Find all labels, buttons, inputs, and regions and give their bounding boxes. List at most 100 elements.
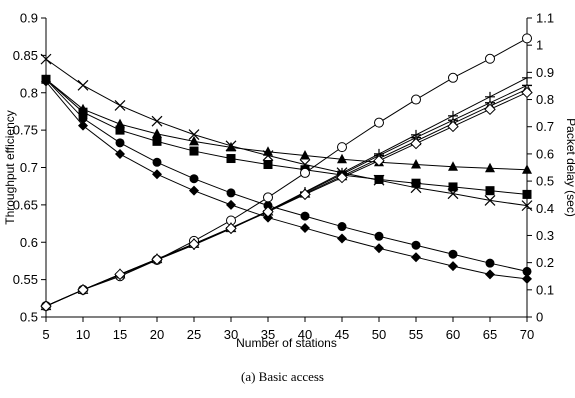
left-y-tick-label: 0.7 [20, 160, 38, 175]
open-circle-marker [263, 192, 273, 203]
filled-square-marker [448, 182, 458, 192]
filled-diamond-marker [522, 273, 532, 284]
open-circle-marker [411, 94, 421, 105]
filled-diamond-marker [374, 243, 384, 254]
right-y-tick-label: 0.7 [536, 119, 554, 134]
series-line-open-diamond [45, 92, 528, 307]
chart-markers [40, 33, 533, 312]
right-y-tick-label: 0.3 [536, 228, 554, 243]
filled-triangle-marker [300, 150, 310, 160]
right-y-tick-label: 0.4 [536, 201, 554, 216]
series-line-filled-circle [45, 78, 528, 272]
filled-triangle-marker [263, 146, 273, 156]
open-diamond-marker [373, 154, 385, 167]
right-y-tick-label: 0.1 [536, 282, 554, 297]
right-y-tick-label: 0.9 [536, 65, 554, 80]
right-y-tick-label: 1.1 [536, 11, 554, 26]
filled-circle-marker [374, 231, 384, 241]
filled-circle-marker [226, 188, 236, 198]
x-marker [77, 79, 89, 91]
x-marker [521, 200, 533, 212]
filled-square-marker [485, 186, 495, 196]
x-tick-label: 25 [187, 327, 201, 342]
figure-caption: (a) Basic access [241, 369, 324, 384]
open-diamond-marker [410, 137, 422, 150]
filled-diamond-marker [115, 149, 125, 160]
plus-marker [522, 72, 532, 83]
filled-square-marker [78, 107, 88, 117]
x-tick-label: 45 [335, 327, 349, 342]
filled-triangle-marker [448, 161, 458, 171]
filled-diamond-marker [189, 185, 199, 196]
chart-axes: 5 10 15 20 25 30 35 40 45 50 55 60 65 700.50.550.60.6… [13, 11, 554, 343]
open-diamond-marker [77, 284, 89, 296]
series-line-open-circle [45, 37, 528, 307]
filled-diamond-marker [411, 252, 421, 263]
x-tick-label: 20 [150, 327, 164, 342]
x-tick-label: 35 [261, 327, 275, 342]
left-y-tick-label: 0.65 [13, 197, 38, 212]
filled-square-marker [226, 154, 236, 164]
filled-diamond-marker [485, 269, 495, 280]
filled-circle-marker [115, 138, 125, 148]
filled-circle-marker [485, 258, 495, 268]
filled-circle-marker [78, 113, 88, 123]
filled-circle-marker [522, 266, 532, 276]
open-circle-marker [337, 142, 347, 153]
filled-diamond-marker [226, 199, 236, 210]
right-y-axis-label: Packet delay (sec) [564, 118, 575, 217]
filled-square-marker [189, 146, 199, 156]
right-y-tick-label: 1 [536, 38, 543, 53]
filled-square-marker [522, 189, 532, 199]
x-tick-label: 60 [446, 327, 460, 342]
filled-square-marker [263, 160, 273, 170]
open-circle-marker [300, 167, 310, 178]
open-diamond-marker [521, 86, 533, 99]
filled-triangle-marker [226, 141, 236, 152]
left-y-tick-label: 0.85 [13, 48, 38, 63]
filled-triangle-marker [152, 128, 162, 138]
filled-circle-marker [448, 249, 458, 259]
left-y-axis-label: Throughput efficiency [3, 110, 17, 225]
x-marker [188, 129, 200, 141]
filled-triangle-marker [485, 162, 495, 173]
open-diamond-marker [40, 300, 52, 312]
x-marker [151, 115, 163, 127]
open-diamond-marker [225, 222, 237, 235]
open-diamond-marker [336, 171, 348, 184]
right-y-tick-label: 0 [536, 310, 543, 325]
right-y-tick-label: 0.5 [536, 174, 554, 189]
filled-triangle-marker [189, 135, 199, 146]
x-marker [114, 100, 126, 111]
left-y-tick-label: 0.55 [13, 272, 38, 287]
left-y-tick-label: 0.5 [20, 310, 38, 325]
x-tick-label: 5 [42, 327, 49, 342]
series-line-filled-triangle [45, 78, 528, 171]
series-line-x [45, 58, 528, 207]
filled-diamond-marker [152, 169, 162, 180]
x-tick-label: 65 [483, 327, 497, 342]
open-diamond-marker [299, 188, 311, 201]
chart-series [45, 37, 528, 307]
open-diamond-marker [151, 253, 163, 266]
x-tick-label: 70 [520, 327, 534, 342]
filled-circle-marker [337, 222, 347, 232]
filled-diamond-marker [41, 76, 51, 87]
left-y-tick-label: 0.9 [20, 11, 38, 26]
x-tick-label: 55 [409, 327, 423, 342]
x-tick-label: 40 [298, 327, 312, 342]
open-circle-marker [522, 33, 532, 44]
series-line-filled-square [45, 78, 528, 195]
open-circle-marker [448, 72, 458, 83]
x-tick-label: 15 [113, 327, 127, 342]
open-diamond-marker [447, 120, 459, 133]
filled-circle-marker [189, 174, 199, 184]
right-y-tick-label: 0.6 [536, 146, 554, 161]
open-diamond-marker [484, 103, 496, 116]
open-diamond-marker [114, 268, 126, 281]
x-marker [484, 194, 496, 206]
open-circle-marker [485, 53, 495, 64]
right-y-tick-label: 0.2 [536, 255, 554, 270]
open-circle-marker [374, 117, 384, 128]
filled-circle-marker [300, 211, 310, 221]
